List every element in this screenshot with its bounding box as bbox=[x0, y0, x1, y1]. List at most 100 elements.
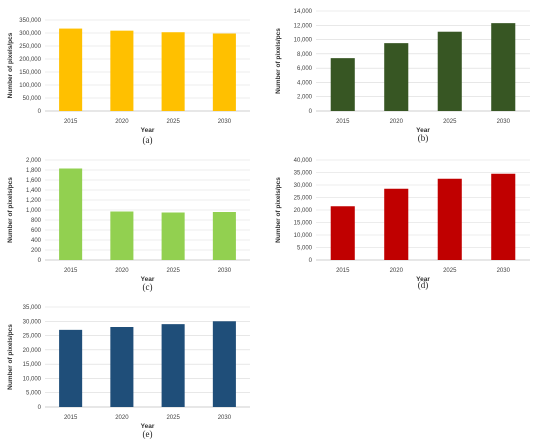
y-tick-label: 20,000 bbox=[294, 208, 313, 214]
y-tick-label: 400 bbox=[31, 238, 42, 244]
y-axis-title: Number of pixels/pcs bbox=[275, 28, 282, 94]
x-tick-label: 2015 bbox=[336, 268, 350, 274]
x-tick-label: 2020 bbox=[390, 119, 404, 125]
bar-2030 bbox=[212, 212, 236, 260]
x-tick-label: 2025 bbox=[166, 119, 180, 125]
x-tick-label: 2015 bbox=[336, 119, 350, 125]
y-tick-label: 0 bbox=[309, 258, 313, 264]
y-tick-label: 25,000 bbox=[294, 196, 313, 202]
y-tick-label: 250,000 bbox=[19, 44, 41, 50]
panel-caption: (a) bbox=[143, 135, 153, 145]
x-tick-label: 2025 bbox=[443, 268, 457, 274]
x-axis-title: Year bbox=[141, 276, 155, 283]
x-tick-label: 2030 bbox=[218, 268, 232, 274]
bar-2025 bbox=[437, 31, 462, 111]
x-tick-label: 2030 bbox=[497, 119, 511, 125]
x-axis-title: Year bbox=[416, 127, 430, 134]
bar-2020 bbox=[110, 211, 134, 260]
x-axis-title: Year bbox=[141, 127, 155, 134]
y-tick-label: 20,000 bbox=[23, 348, 42, 354]
y-tick-label: 5,000 bbox=[26, 391, 42, 397]
x-tick-label: 2025 bbox=[166, 268, 180, 274]
x-tick-label: 2030 bbox=[218, 119, 232, 125]
y-axis-title: Number of pixels/pcs bbox=[7, 32, 14, 98]
bar-2030 bbox=[212, 33, 236, 111]
bar-2025 bbox=[161, 324, 185, 407]
y-tick-label: 40,000 bbox=[294, 158, 313, 164]
bar-2015 bbox=[59, 28, 83, 111]
y-tick-label: 1,800 bbox=[26, 168, 42, 174]
y-tick-label: 14,000 bbox=[294, 9, 313, 15]
y-tick-label: 2,000 bbox=[26, 158, 42, 164]
chart-panel: 0 5,000 10,000 15,000 20,000 25,000 30,000 35,0… bbox=[7, 305, 250, 439]
bar-2015 bbox=[330, 206, 355, 260]
y-tick-label: 1,400 bbox=[26, 188, 42, 194]
panel-caption: (d) bbox=[418, 280, 429, 290]
y-tick-label: 10,000 bbox=[294, 38, 313, 44]
y-tick-label: 100,000 bbox=[19, 83, 41, 89]
bar-2025 bbox=[161, 32, 185, 111]
chart-panel: 0 50,000 100,000 150,000 200,000 250,000 300,0… bbox=[7, 18, 250, 145]
bar-2015 bbox=[59, 329, 83, 407]
y-tick-label: 10,000 bbox=[294, 233, 313, 239]
x-axis-title: Year bbox=[141, 423, 155, 430]
y-axis-title: Number of pixels/pcs bbox=[7, 324, 14, 390]
y-tick-label: 150,000 bbox=[19, 70, 41, 76]
y-tick-label: 350,000 bbox=[19, 18, 41, 24]
y-tick-label: 15,000 bbox=[23, 362, 42, 368]
bar-2020 bbox=[110, 327, 134, 407]
y-tick-label: 1,600 bbox=[26, 178, 42, 184]
panel-caption: (e) bbox=[143, 429, 153, 439]
x-tick-label: 2015 bbox=[64, 119, 78, 125]
y-tick-label: 50,000 bbox=[23, 96, 42, 102]
y-tick-label: 200 bbox=[31, 248, 42, 254]
y-tick-label: 30,000 bbox=[23, 319, 42, 325]
y-tick-label: 0 bbox=[309, 109, 313, 115]
x-tick-label: 2020 bbox=[390, 268, 404, 274]
bar-2015 bbox=[59, 168, 83, 260]
bar-2030 bbox=[212, 321, 236, 407]
x-tick-label: 2020 bbox=[115, 268, 129, 274]
x-tick-label: 2030 bbox=[497, 268, 511, 274]
y-tick-label: 0 bbox=[38, 405, 42, 411]
x-tick-label: 2020 bbox=[115, 119, 129, 125]
y-tick-label: 600 bbox=[31, 228, 42, 234]
chart-panel: 0 2,000 4,000 6,000 8,000 10,000 12,000 14,000 2… bbox=[275, 9, 530, 143]
bar-2020 bbox=[384, 43, 409, 112]
chart-panel: 0 200 400 600 800 1,000 1,200 1,400 1,600 1,800 2,… bbox=[7, 158, 250, 292]
y-tick-label: 1,000 bbox=[26, 208, 42, 214]
y-tick-label: 30,000 bbox=[294, 183, 313, 189]
y-tick-label: 2,000 bbox=[297, 95, 313, 101]
x-tick-label: 2015 bbox=[64, 268, 78, 274]
bar-2025 bbox=[437, 178, 462, 260]
y-tick-label: 8,000 bbox=[297, 52, 313, 58]
x-tick-label: 2030 bbox=[218, 415, 232, 421]
bar-2030 bbox=[491, 23, 516, 112]
x-tick-label: 2025 bbox=[443, 119, 457, 125]
panel-caption: (b) bbox=[418, 133, 429, 143]
bar-2020 bbox=[110, 30, 134, 111]
x-tick-label: 2015 bbox=[64, 415, 78, 421]
y-axis-title: Number of pixels/pcs bbox=[7, 177, 14, 243]
y-axis-title: Number of pixels/pcs bbox=[275, 177, 282, 243]
y-tick-label: 12,000 bbox=[294, 23, 313, 29]
x-tick-label: 2025 bbox=[166, 415, 180, 421]
y-tick-label: 300,000 bbox=[19, 31, 41, 37]
y-tick-label: 200,000 bbox=[19, 57, 41, 63]
chart-panel: 0 5,000 10,000 15,000 20,000 25,000 30,000 35,0… bbox=[275, 158, 530, 290]
panel-caption: (c) bbox=[143, 282, 153, 292]
bar-2020 bbox=[384, 188, 409, 260]
x-axis-title: Year bbox=[416, 276, 430, 283]
y-tick-label: 35,000 bbox=[294, 171, 313, 177]
y-tick-label: 6,000 bbox=[297, 66, 313, 72]
bar-2025 bbox=[161, 212, 185, 260]
y-tick-label: 4,000 bbox=[297, 80, 313, 86]
y-tick-label: 0 bbox=[38, 109, 42, 115]
y-tick-label: 10,000 bbox=[23, 376, 42, 382]
y-tick-label: 800 bbox=[31, 218, 42, 224]
bar-2030 bbox=[491, 173, 516, 260]
y-tick-label: 15,000 bbox=[294, 221, 313, 227]
x-tick-label: 2020 bbox=[115, 415, 129, 421]
y-tick-label: 35,000 bbox=[23, 305, 42, 311]
